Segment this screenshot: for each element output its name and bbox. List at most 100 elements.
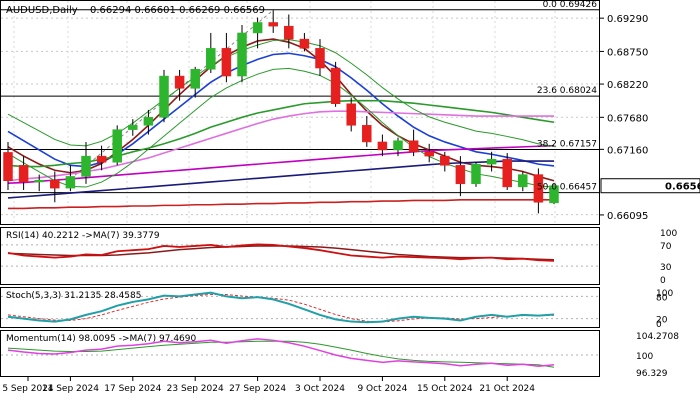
time-tick-label: 9 Oct 2024 <box>357 384 407 394</box>
stoch-axis-label: 100 <box>656 289 673 299</box>
bear-candle-body <box>299 38 310 49</box>
rsi-axis-label: 70 <box>660 242 672 252</box>
bull-candle-body <box>81 155 91 177</box>
stoch-axis-label: 80 <box>656 293 668 303</box>
bear-candle-body <box>346 103 356 126</box>
momentum-line <box>7 338 555 367</box>
rsi-axis-label: 0 <box>660 276 666 286</box>
price-axis: 0.69290 0.68750 0.68220 0.67680 0.67160 0.660… <box>600 14 700 222</box>
bull-candle-body <box>34 179 44 183</box>
bear-candle-body <box>3 152 13 181</box>
fib-label: 38.2 0.67157 <box>537 140 597 150</box>
bear-candle-body <box>424 151 434 157</box>
bear-candle-body <box>315 48 325 69</box>
moving-average-line <box>7 110 554 182</box>
stoch-title: Stoch(5,3,3) 31.2135 28.4585 <box>6 291 141 301</box>
bull-candle-body <box>159 75 169 118</box>
fibonacci-lines <box>1 9 599 194</box>
time-tick-label: 17 Sep 2024 <box>104 384 161 394</box>
moving-average-line <box>7 144 555 185</box>
bull-candle-body <box>112 129 122 163</box>
fib-label: 50.0 0.66457 <box>537 183 597 193</box>
rsi-line <box>7 243 555 262</box>
bull-candle-body <box>518 174 528 188</box>
bull-candle-body <box>471 163 481 185</box>
bull-candle-body <box>128 125 138 130</box>
bear-candle-body <box>533 174 544 203</box>
bear-candle-body <box>330 67 341 105</box>
bear-candle-body <box>408 140 419 153</box>
symbol-label: AUDUSD,Daily <box>6 5 78 16</box>
rsi-lines <box>7 243 555 262</box>
rsi-axis-label: 100 <box>660 229 677 239</box>
bear-candle-body <box>502 158 512 188</box>
time-tick-label: 23 Sep 2024 <box>167 384 224 394</box>
moving-average-line <box>7 160 554 199</box>
envelope-upper-line <box>7 39 555 147</box>
bear-candle-body <box>284 25 294 40</box>
bear-candle-body <box>377 141 388 151</box>
price-tick-label: 0.69290 <box>607 14 648 25</box>
stochastic-panel: Stoch(5,3,3) 31.2135 28.4585 <box>0 287 600 328</box>
fibonacci-labels: 0.0 0.69426 23.6 0.68024 38.2 0.67157 50.0 … <box>537 0 597 193</box>
ohlc-values: 0.66294 0.66601 0.66269 0.66569 <box>90 5 265 16</box>
candlesticks <box>3 10 559 214</box>
momentum-panel: Momentum(14) 98.0095 ->MA(7) 97.4690 <box>0 330 600 377</box>
bull-candle-body <box>486 158 497 165</box>
moving-average-line <box>8 199 554 210</box>
bear-candle-body <box>174 75 185 89</box>
rsi-panel: RSI(14) 40.2212 ->MA(7) 39.3779 <box>0 227 600 285</box>
momentum-panel-frame <box>0 330 600 377</box>
last-price-box <box>600 178 700 194</box>
bull-candle-body <box>143 117 154 126</box>
momentum-title: Momentum(14) 98.0095 ->MA(7) 97.4690 <box>6 334 197 344</box>
bull-candle-body <box>549 185 559 204</box>
momentum-axis-label: 104.2708 <box>636 332 679 342</box>
main-price-panel: 0.0 0.69426 23.6 0.68024 38.2 0.67157 50.0 … <box>0 0 600 225</box>
price-tick-label: 0.68750 <box>607 47 648 58</box>
time-tick-label: 5 Sep 2024 <box>2 384 54 394</box>
time-tick-label: 21 Oct 2024 <box>479 384 535 394</box>
stoch-lines <box>7 291 555 324</box>
bull-candle-body <box>206 48 216 70</box>
main-panel-frame <box>0 0 600 225</box>
fib-label: 0.0 0.69426 <box>543 0 598 10</box>
price-tick-label: 0.66095 <box>607 211 648 222</box>
bear-candle-body <box>96 155 107 163</box>
stoch-axis-label: 20 <box>656 316 668 326</box>
bear-candle-body <box>18 165 29 183</box>
rsi-axis-label: 30 <box>660 263 672 273</box>
moving-average-line <box>7 52 555 168</box>
bull-candle-body <box>190 69 200 89</box>
bull-candle-body <box>65 176 76 189</box>
time-tick-label: 15 Oct 2024 <box>417 384 473 394</box>
bear-candle-body <box>221 48 232 77</box>
momentum-axis-label: 100 <box>636 352 653 362</box>
fib-label: 23.6 0.68024 <box>537 86 597 96</box>
last-price-label: 0.66569 <box>665 182 700 193</box>
time-tick-label: 11 Sep 2024 <box>42 384 99 394</box>
bear-candle-body <box>362 125 372 143</box>
price-tick-label: 0.67680 <box>607 113 648 124</box>
stoch-axis-label: 0 <box>656 320 662 330</box>
bull-candle-body <box>237 32 247 77</box>
trend-line <box>70 9 274 180</box>
bear-candle-body <box>268 22 278 27</box>
momentum-lines <box>7 338 555 368</box>
bull-candle-body <box>252 22 263 34</box>
bear-candle-body <box>440 155 450 166</box>
time-tick-label: 3 Oct 2024 <box>295 384 345 394</box>
rsi-title: RSI(14) 40.2212 ->MA(7) 39.3779 <box>6 231 160 241</box>
bear-candle-body <box>50 179 60 189</box>
stoch-k-line <box>7 291 555 324</box>
bull-candle-body <box>393 140 403 151</box>
time-tick-label: 27 Sep 2024 <box>229 384 286 394</box>
bear-candle-body <box>455 165 466 185</box>
price-tick-label: 0.67160 <box>607 145 648 156</box>
momentum-axis-label: 96.329 <box>636 369 668 379</box>
price-tick-label: 0.68220 <box>607 80 648 91</box>
